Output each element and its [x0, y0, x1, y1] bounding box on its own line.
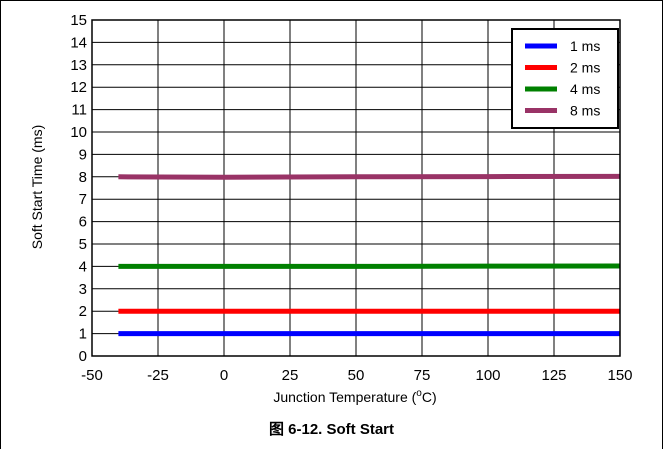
- x-tick-label: 125: [541, 367, 566, 384]
- y-tick-label: 0: [79, 348, 87, 365]
- x-axis-title: Junction Temperature (oC): [273, 388, 436, 405]
- legend-label: 1 ms: [570, 38, 600, 54]
- x-axis-title-main: Junction Temperature (: [273, 389, 416, 405]
- legend-label: 4 ms: [570, 81, 600, 97]
- y-tick-label: 4: [79, 258, 87, 275]
- series-layer: [118, 173, 621, 337]
- x-tick-label: 0: [220, 367, 228, 384]
- y-tick-label: 3: [79, 281, 87, 298]
- y-tick-label: 2: [79, 303, 87, 320]
- x-tick-label: 75: [414, 367, 431, 384]
- plot-border: [91, 19, 621, 357]
- legend-label: 8 ms: [570, 103, 600, 119]
- y-tick-label: 7: [79, 191, 87, 208]
- y-tick-label: 13: [70, 57, 87, 74]
- y-tick-label: 5: [79, 236, 87, 253]
- y-tick-label: 1: [79, 326, 87, 343]
- series-line-8-ms: [118, 173, 621, 180]
- x-tick-label: 100: [475, 367, 500, 384]
- x-axis-title-end: C): [422, 389, 437, 405]
- legend: 1 ms 2 ms 4 ms 8 ms: [511, 28, 619, 129]
- legend-items: 1 ms 2 ms 4 ms 8 ms: [525, 38, 600, 119]
- y-tick-label: 10: [70, 124, 87, 141]
- x-tick-label: 50: [348, 367, 365, 384]
- x-tick-label: -25: [147, 367, 169, 384]
- legend-label: 2 ms: [570, 60, 600, 76]
- y-tick-label: 15: [70, 12, 87, 29]
- y-tick-label: 11: [71, 102, 87, 119]
- y-tick-label: 6: [79, 214, 87, 231]
- x-axis-title-superscript: o: [416, 388, 422, 399]
- x-tick-label: -50: [81, 367, 103, 384]
- y-tick-label: 12: [70, 79, 87, 96]
- figure-caption: 图 6-12. Soft Start: [268, 421, 395, 438]
- x-tick-label: 25: [282, 367, 299, 384]
- y-axis-title: Soft Start Time (ms): [29, 125, 45, 249]
- y-tick-label: 8: [79, 169, 87, 186]
- y-tick-label: 9: [79, 146, 87, 163]
- x-tick-labels: -50 -25 0 25 50 75 100 125 150: [81, 367, 632, 384]
- y-tick-label: 14: [70, 34, 87, 51]
- x-tick-label: 150: [607, 367, 632, 384]
